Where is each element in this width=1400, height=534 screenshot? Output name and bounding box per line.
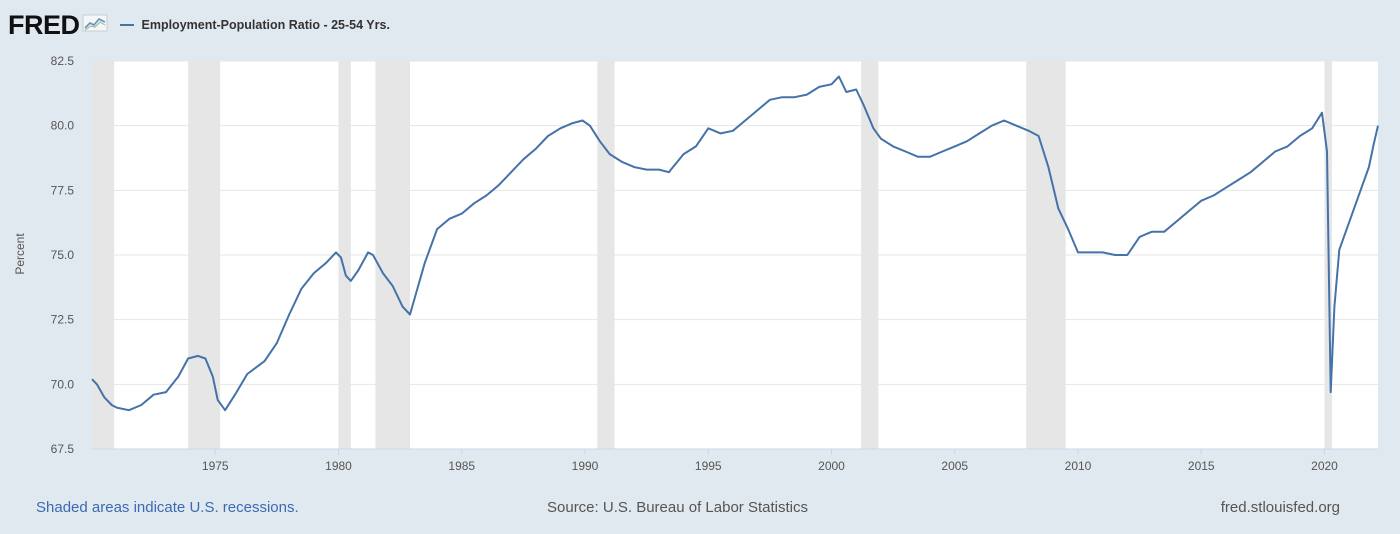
x-tick-label: 2015 xyxy=(1188,459,1215,473)
series-line[interactable] xyxy=(91,75,1379,412)
chart-footer: Shaded areas indicate U.S. recessions. S… xyxy=(0,497,1400,521)
chart-header: FRED Employment-Population Ratio - 25-54… xyxy=(8,8,390,42)
chart-area: 67.5 70.0 72.5 75.0 77.5 80.0 82.5 1975 1980 198… xyxy=(0,0,1400,490)
x-tick-label: 1985 xyxy=(448,459,475,473)
x-tick-label: 1975 xyxy=(202,459,229,473)
fred-chart-icon xyxy=(82,13,108,38)
x-tick-label: 2010 xyxy=(1065,459,1092,473)
y-tick-label: 72.5 xyxy=(51,313,75,327)
y-tick-label: 80.0 xyxy=(51,119,75,133)
x-tick-label: 1980 xyxy=(325,459,352,473)
legend-swatch xyxy=(119,24,134,26)
y-tick-label: 75.0 xyxy=(51,248,75,262)
y-tick-label: 67.5 xyxy=(51,442,75,456)
recession-note: Shaded areas indicate U.S. recessions. xyxy=(36,499,299,516)
x-tick-label: 2020 xyxy=(1311,459,1338,473)
y-tick-label: 82.5 xyxy=(51,54,75,68)
fred-logo[interactable]: FRED xyxy=(8,9,80,40)
line-chart[interactable]: 67.5 70.0 72.5 75.0 77.5 80.0 82.5 1975 1980 198… xyxy=(0,0,1400,490)
x-tick-label: 1995 xyxy=(695,459,722,473)
legend-item[interactable]: Employment-Population Ratio - 25-54 Yrs. xyxy=(119,18,390,32)
source-note: Source: U.S. Bureau of Labor Statistics xyxy=(547,499,808,516)
site-link[interactable]: fred.stlouisfed.org xyxy=(1220,499,1340,516)
x-tick-label: 1990 xyxy=(572,459,599,473)
x-tick-label: 2000 xyxy=(818,459,845,473)
y-tick-label: 77.5 xyxy=(51,183,75,197)
legend-label: Employment-Population Ratio - 25-54 Yrs. xyxy=(141,18,390,32)
y-tick-label: 70.0 xyxy=(51,377,75,391)
y-axis-label: Percent xyxy=(13,233,27,275)
x-tick-label: 2005 xyxy=(941,459,968,473)
